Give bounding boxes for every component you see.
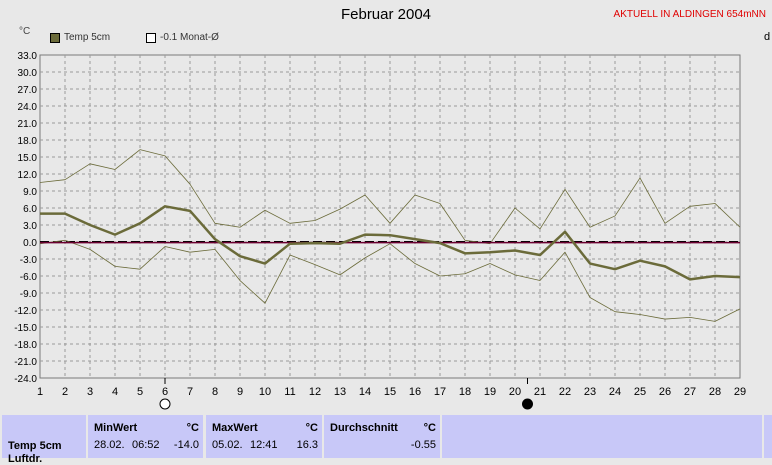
summary-row-label: Temp 5cm (8, 440, 62, 452)
y-tick-label: -6.0 (20, 272, 38, 283)
x-tick-label: 26 (659, 386, 671, 398)
y-axis-unit: °C (19, 26, 31, 37)
legend-swatch-temp (50, 32, 60, 43)
x-tick-label: 4 (112, 386, 118, 398)
max-unit: °C (305, 422, 318, 434)
summary-row-label-2: Luftdr. (8, 453, 43, 465)
legend-label-avg: -0.1 Monat-Ø (160, 32, 219, 43)
x-tick-label: 23 (584, 386, 596, 398)
legend-swatch-avg (146, 32, 156, 43)
summary-min-cell: MinWert °C 28.02. 06:52 -14.0 (88, 415, 203, 458)
x-tick-label: 7 (187, 386, 193, 398)
plot-area (39, 54, 741, 379)
max-date: 05.02. (212, 439, 243, 451)
y-tick-label: -3.0 (20, 255, 38, 266)
min-time: 06:52 (132, 439, 160, 451)
x-tick-label: 10 (259, 386, 271, 398)
y-tick-label: 18.0 (18, 136, 38, 147)
x-tick-label: 25 (634, 386, 646, 398)
chart-title: Februar 2004 (340, 6, 432, 23)
max-value: 16.3 (296, 439, 318, 451)
x-tick-label: 17 (434, 386, 446, 398)
legend-item-avg: -0.1 Monat-Ø (146, 32, 219, 43)
station-label: AKTUELL IN ALDINGEN 654mNN (613, 9, 766, 20)
y-tick-label: 9.0 (23, 187, 37, 198)
y-tick-label: -18.0 (14, 340, 37, 351)
summary-row-label-cell: Temp 5cm Luftdr. (2, 415, 86, 465)
avg-unit: °C (423, 422, 436, 434)
summary-empty-cell (442, 415, 762, 458)
x-tick-label: 8 (212, 386, 218, 398)
summary-max-cell: MaxWert °C 05.02. 12:41 16.3 (206, 415, 322, 458)
y-tick-label: 24.0 (18, 102, 38, 113)
new-moon-icon (522, 398, 533, 410)
avg-value: -0.55 (410, 439, 436, 451)
x-tick-label: 16 (409, 386, 421, 398)
y-tick-label: 21.0 (18, 119, 38, 130)
legend-item-temp: Temp 5cm (50, 32, 110, 43)
y-tick-label: 30.0 (18, 68, 38, 79)
series-line-max (39, 149, 741, 245)
y-tick-label: -24.0 (14, 374, 37, 385)
x-tick-label: 18 (459, 386, 471, 398)
y-tick-label: -9.0 (20, 289, 38, 300)
min-value: -14.0 (173, 439, 199, 451)
y-tick-label: 0.0 (23, 238, 37, 249)
x-tick-label: 21 (534, 386, 546, 398)
full-moon-icon (159, 398, 171, 410)
x-tick-label: 2 (62, 386, 68, 398)
max-time: 12:41 (250, 439, 278, 451)
x-tick-label: 15 (384, 386, 396, 398)
max-label: MaxWert (212, 422, 258, 434)
x-tick-label: 22 (559, 386, 571, 398)
x-tick-label: 29 (734, 386, 746, 398)
y-tick-label: 3.0 (23, 221, 37, 232)
x-tick-label: 9 (237, 386, 243, 398)
avg-label: Durchschnitt (330, 422, 398, 434)
min-unit: °C (186, 422, 199, 434)
y-tick-label: 12.0 (18, 170, 38, 181)
x-tick-label: 5 (137, 386, 143, 398)
x-tick-label: 6 (162, 386, 168, 398)
min-date: 28.02. (94, 439, 125, 451)
y-tick-label: 27.0 (18, 85, 38, 96)
x-tick-label: 12 (309, 386, 321, 398)
x-tick-label: 20 (509, 386, 521, 398)
x-tick-label: 14 (359, 386, 371, 398)
series-line-temp (40, 205, 741, 281)
x-tick-label: 24 (609, 386, 621, 398)
summary-edge-cell (764, 415, 772, 458)
legend-label-temp: Temp 5cm (64, 32, 111, 43)
summary-panel: Temp 5cm Luftdr. MinWert °C 28.02. 06:52… (0, 413, 772, 465)
y-tick-label: -12.0 (14, 306, 37, 317)
y-tick-label: 6.0 (23, 204, 37, 215)
x-tick-label: 3 (87, 386, 93, 398)
y-tick-label: 33.0 (18, 51, 38, 62)
x-tick-label: 13 (334, 386, 346, 398)
y-tick-label: 15.0 (18, 153, 38, 164)
x-tick-label: 28 (709, 386, 721, 398)
y-tick-label: -15.0 (14, 323, 37, 334)
x-tick-label: 11 (284, 386, 295, 398)
x-tick-label: 19 (484, 386, 496, 398)
summary-avg-cell: Durchschnitt °C -0.55 (324, 415, 440, 458)
right-edge-label: d (764, 31, 771, 43)
series-line-min (39, 239, 741, 322)
x-tick-label: 27 (684, 386, 696, 398)
x-tick-label: 1 (37, 386, 43, 398)
min-label: MinWert (94, 422, 138, 434)
temperature-chart: 1 2 3 4 5 6 7 8 9 10 11 12 13 14 15 16 17 18 19 20 21 22 23 24 2… (14, 51, 746, 410)
y-tick-label: -21.0 (14, 357, 37, 368)
